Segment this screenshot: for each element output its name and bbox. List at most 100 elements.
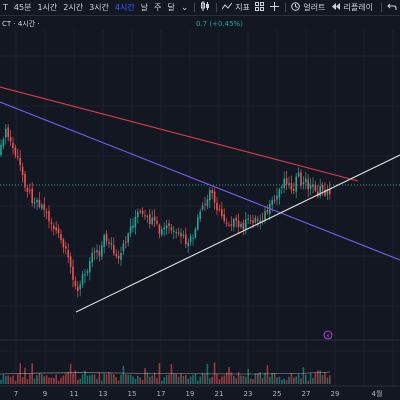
candle-body <box>125 241 127 243</box>
timeframe-week[interactable]: 주 <box>154 3 162 12</box>
volume-bar <box>192 374 194 384</box>
volume-bar <box>2 374 5 384</box>
layout-grid-icon[interactable] <box>252 1 267 14</box>
candle-body <box>194 228 197 238</box>
event-marker[interactable]: ⚡ <box>323 330 333 340</box>
candles-icon[interactable] <box>198 1 213 14</box>
candle-body <box>103 235 105 247</box>
candle-body <box>45 211 48 213</box>
candle-body <box>192 237 194 239</box>
time-axis-label: 4월 <box>372 389 383 398</box>
candle-body <box>297 172 300 177</box>
candle-body <box>307 179 309 190</box>
volume-bar <box>105 374 108 384</box>
candle-body <box>216 202 218 211</box>
timeframe-day[interactable]: 날 <box>140 3 149 12</box>
volume-bar <box>173 373 175 384</box>
descending-channel-line[interactable] <box>0 101 400 261</box>
alert-clock-icon[interactable] <box>288 1 303 14</box>
timeframe-2h[interactable]: 2시간 <box>63 3 84 12</box>
volume-bar <box>295 376 297 384</box>
time-axis-label: 19 <box>186 390 195 398</box>
chevron-down-icon[interactable]: ⌄ <box>180 2 189 13</box>
volume-bar <box>228 367 230 384</box>
candle-body <box>65 246 67 249</box>
timeframe-3h[interactable]: 3시간 <box>89 3 109 12</box>
volume-bar <box>221 376 223 384</box>
replay-icon[interactable] <box>328 2 344 14</box>
candle-body <box>122 243 125 252</box>
symbol-suffix[interactable]: T <box>3 3 8 12</box>
volume-bar <box>278 376 281 384</box>
volume-bar <box>53 377 55 384</box>
indicators-button[interactable]: 지표 <box>235 3 250 12</box>
candle-body <box>84 274 86 276</box>
timeframe-45m[interactable]: 45분 <box>13 3 32 12</box>
volume-bar <box>209 378 211 384</box>
indicators-icon[interactable] <box>219 2 235 14</box>
volume-bar <box>151 375 153 384</box>
plus-icon[interactable] <box>267 1 282 14</box>
candle-body <box>259 220 261 223</box>
volume-bar <box>137 375 139 384</box>
volume-bar <box>81 374 84 384</box>
volume-bar <box>177 376 180 384</box>
candle-body <box>31 188 33 204</box>
volume-bar <box>62 375 65 384</box>
timeframe-4h[interactable]: 4시간 <box>114 3 135 12</box>
volume-bar <box>259 372 261 384</box>
chart-legend-indicator: 0.7 (+0.45%) <box>196 20 243 28</box>
volume-bar <box>218 379 221 384</box>
volume-bar <box>60 377 62 384</box>
volume-bar <box>65 373 67 384</box>
volume-bar <box>182 375 185 384</box>
undo-icon[interactable] <box>384 2 400 14</box>
timeframe-1h[interactable]: 1시간 <box>37 3 58 12</box>
candle-body <box>77 286 79 292</box>
candle-body <box>93 251 96 253</box>
volume-bar <box>29 374 31 384</box>
candle-body <box>139 210 141 212</box>
time-axis-label: 21 <box>215 390 224 398</box>
volume-bar <box>230 372 233 384</box>
volume-bar <box>165 374 168 384</box>
candle-body <box>53 225 55 229</box>
volume-bar <box>204 374 206 384</box>
trendline-drawings[interactable] <box>0 86 400 313</box>
volume-bar <box>101 380 103 384</box>
volume-bar <box>319 370 321 384</box>
volume-bar <box>108 372 110 384</box>
candle-body <box>26 187 29 193</box>
candle-body <box>242 222 245 230</box>
timeframe-month[interactable]: 달 <box>167 3 175 12</box>
candle-body <box>74 281 77 286</box>
candle-body <box>197 217 199 230</box>
candle-body <box>101 245 103 257</box>
candle-body <box>281 186 283 188</box>
volume-bar <box>240 375 242 384</box>
candle-body <box>264 211 266 220</box>
volume-average-line <box>0 371 331 375</box>
chart-legend-title: CT · 4시간 · <box>2 19 40 28</box>
candle-body <box>43 204 45 210</box>
ascending-support-trendline[interactable] <box>75 154 400 313</box>
volume-bar <box>321 374 324 384</box>
resistance-trendline[interactable] <box>0 86 359 182</box>
time-axis-label: 27 <box>302 390 311 398</box>
volume-bar <box>297 374 300 384</box>
alert-button[interactable]: 얼러트 <box>303 3 326 12</box>
volume-bar <box>302 367 305 384</box>
candle-body <box>225 222 228 225</box>
candle-body <box>129 226 132 234</box>
candle-body <box>81 274 84 285</box>
candle-body <box>57 228 60 233</box>
candle-body <box>12 142 14 149</box>
volume-bar <box>50 377 53 384</box>
volume-bar <box>93 374 96 384</box>
candle-body <box>321 185 324 190</box>
volume-bar <box>189 376 192 384</box>
time-axis-label: 7 <box>14 390 18 398</box>
time-axis-label: 15 <box>128 390 137 398</box>
price-chart[interactable]: CT · 4시간 · 0.7 (+0.45%) 7 9 11 13 15 17 19 21 23… <box>0 16 400 400</box>
replay-button[interactable]: 리플레이 <box>343 3 373 12</box>
